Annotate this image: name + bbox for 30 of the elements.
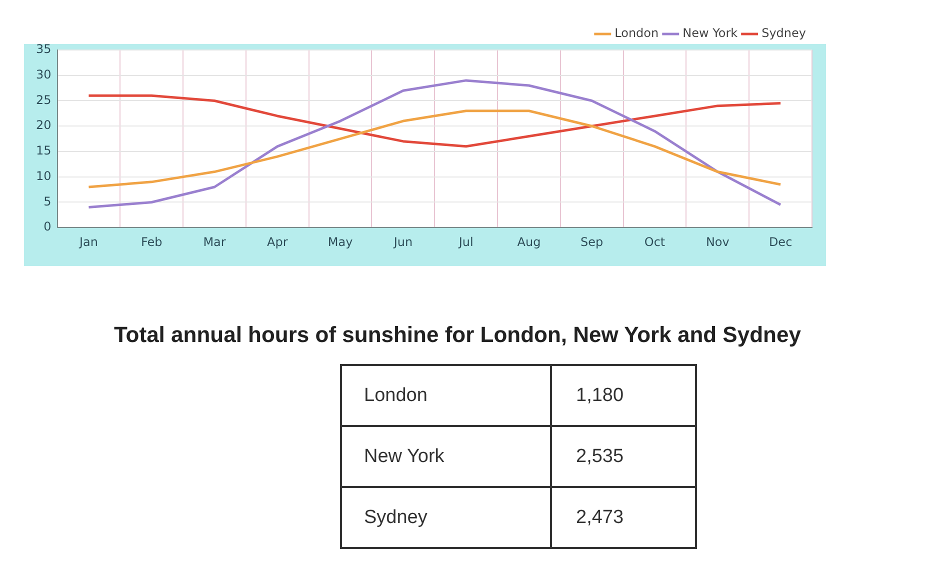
- x-tick-label: Jan: [78, 234, 98, 249]
- x-tick-label: Jun: [392, 234, 413, 249]
- x-tick-label: Apr: [267, 234, 288, 249]
- y-tick-label: 20: [36, 118, 52, 132]
- y-tick-label: 10: [36, 168, 52, 183]
- legend-label: London: [614, 26, 659, 40]
- category-label: New York: [341, 426, 551, 487]
- category-label: Sydney: [341, 487, 551, 548]
- y-tick-label: 25: [36, 92, 52, 107]
- x-tick-label: Oct: [644, 234, 666, 249]
- x-tick-label: Nov: [706, 234, 730, 249]
- y-tick-label: 30: [36, 67, 52, 82]
- category-label: London: [341, 365, 551, 426]
- x-tick-label: Feb: [140, 234, 162, 249]
- y-tick-label: 35: [36, 42, 52, 56]
- legend-label: Sydney: [762, 26, 806, 40]
- x-tick-label: Aug: [517, 234, 541, 249]
- x-tick-label: Mar: [203, 234, 226, 249]
- legend-label: New York: [682, 26, 738, 40]
- text: Total annual hours of sunshine for London, New York and Sydney: [114, 322, 802, 348]
- y-tick-label: 15: [36, 144, 52, 158]
- text: 2,473: [576, 506, 624, 528]
- x-tick-label: Sep: [580, 234, 604, 249]
- x-tick-label: Jul: [458, 234, 474, 249]
- x-tick-label: May: [328, 234, 353, 249]
- y-tick-label: 5: [44, 194, 52, 208]
- y-tick-label: 0: [44, 220, 52, 234]
- text: 2,535: [576, 446, 624, 466]
- text: 1,180: [576, 384, 624, 406]
- x-tick-label: Dec: [768, 234, 792, 249]
